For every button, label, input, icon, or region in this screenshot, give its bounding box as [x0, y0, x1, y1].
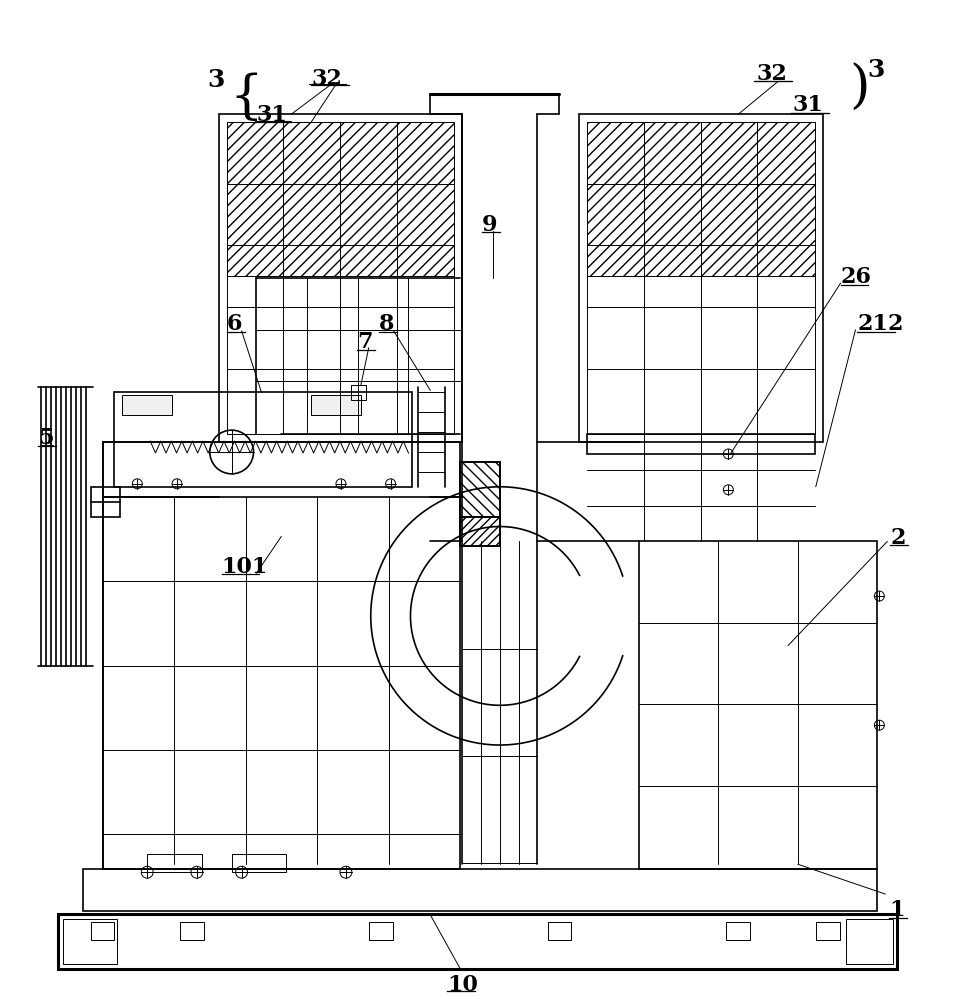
Text: 212: 212 — [857, 313, 904, 335]
Bar — [727, 922, 751, 940]
Bar — [58, 914, 898, 969]
Bar — [232, 854, 286, 872]
Text: 6: 6 — [227, 313, 242, 335]
Bar — [460, 517, 500, 546]
Bar — [122, 395, 172, 415]
Text: 5: 5 — [37, 427, 54, 449]
Text: 32: 32 — [756, 63, 787, 85]
Bar — [587, 122, 815, 434]
Bar — [227, 122, 455, 434]
Bar — [83, 869, 877, 911]
Bar — [114, 392, 412, 487]
Bar — [579, 114, 823, 442]
Text: 10: 10 — [447, 974, 478, 996]
Text: ): ) — [850, 63, 870, 114]
Bar — [103, 442, 460, 869]
Text: 31: 31 — [257, 104, 287, 126]
Bar — [62, 919, 117, 964]
Bar — [227, 122, 455, 276]
Bar — [460, 462, 500, 517]
Text: 2: 2 — [890, 527, 906, 549]
Bar — [587, 434, 815, 454]
Bar — [311, 395, 360, 415]
Text: 3: 3 — [868, 58, 885, 82]
Text: 9: 9 — [482, 214, 498, 236]
Bar — [90, 487, 120, 517]
Text: 8: 8 — [379, 313, 394, 335]
Text: 1: 1 — [889, 899, 905, 921]
Bar — [460, 462, 500, 517]
Bar — [846, 919, 894, 964]
Bar — [147, 854, 202, 872]
Text: {: { — [230, 72, 263, 123]
Text: 31: 31 — [793, 94, 824, 116]
Text: 7: 7 — [357, 331, 372, 353]
Bar — [460, 517, 500, 546]
Bar — [219, 114, 462, 442]
Text: 32: 32 — [311, 68, 342, 90]
Bar — [548, 922, 572, 940]
Text: 101: 101 — [222, 556, 268, 578]
Bar — [816, 922, 840, 940]
Bar — [180, 922, 204, 940]
Bar — [351, 385, 366, 400]
Bar — [90, 922, 114, 940]
Text: 3: 3 — [207, 68, 224, 92]
Text: 26: 26 — [841, 266, 872, 288]
Bar — [587, 122, 815, 276]
Bar — [639, 541, 877, 869]
Bar — [369, 922, 393, 940]
